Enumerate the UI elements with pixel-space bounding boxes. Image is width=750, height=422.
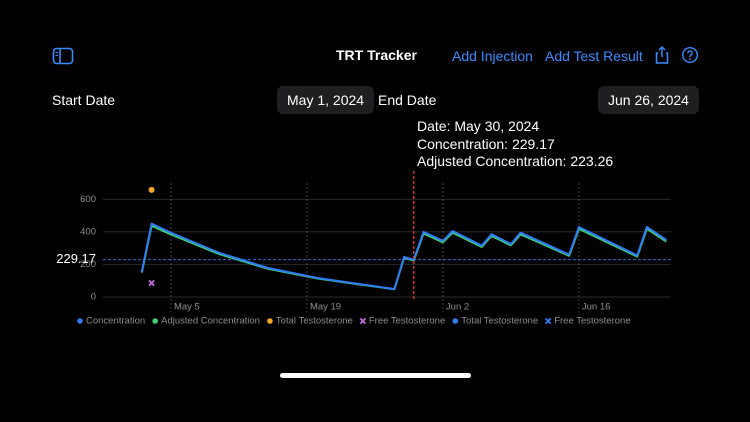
legend-label: Concentration (86, 316, 145, 327)
tooltip-concentration: Concentration: 229.17 (417, 136, 555, 152)
legend-symbol (267, 318, 273, 324)
legend-symbol (152, 318, 158, 324)
share-icon[interactable] (653, 45, 671, 65)
y-tick-label: 600 (80, 194, 96, 205)
legend-symbol (77, 318, 83, 324)
end-date-button[interactable]: Jun 26, 2024 (598, 86, 699, 114)
x-tick-label: Jun 16 (582, 302, 611, 313)
add-injection[interactable]: Add Injection (452, 48, 533, 64)
y-tick-label: 200 (80, 259, 96, 270)
help-icon[interactable] (681, 46, 699, 64)
end-label: End Date (378, 92, 437, 108)
legend-label: Free Testosterone (554, 316, 630, 327)
y-tick-label: 0 (91, 292, 96, 303)
y-tick-label: 400 (80, 226, 96, 237)
title: TRT Tracker (336, 47, 417, 63)
start-date-button[interactable]: May 1, 2024 (277, 86, 375, 114)
marker-point (148, 186, 155, 193)
legend-label: Total Testosterone (276, 316, 353, 327)
selection-value-label: 229.17 (56, 251, 96, 266)
sidebar-icon[interactable] (52, 46, 74, 66)
legend-label: Adjusted Concentration (161, 316, 260, 327)
add-test-result[interactable]: Add Test Result (545, 48, 643, 64)
tooltip-adjusted: Adjusted Concentration: 223.26 (417, 153, 614, 169)
chart: 0 200 400 600 May 5 May 19 Jun 2 Jun 16 229.17 Co… (56, 171, 671, 327)
legend-symbol (544, 317, 552, 325)
legend-label: Total Testosterone (461, 316, 538, 327)
legend-symbol (359, 317, 367, 325)
home-indicator (280, 373, 471, 378)
x-tick-label: May 5 (174, 302, 200, 313)
legend-symbol (452, 318, 459, 324)
tooltip-date: Date: May 30, 2024 (417, 118, 540, 134)
start-label: Start Date (52, 92, 116, 108)
series-line (140, 222, 667, 290)
x-tick-label: Jun 2 (446, 302, 469, 313)
legend-label: Free Testosterone (369, 316, 445, 327)
marker-point (148, 279, 155, 287)
x-tick-label: May 19 (310, 302, 341, 313)
